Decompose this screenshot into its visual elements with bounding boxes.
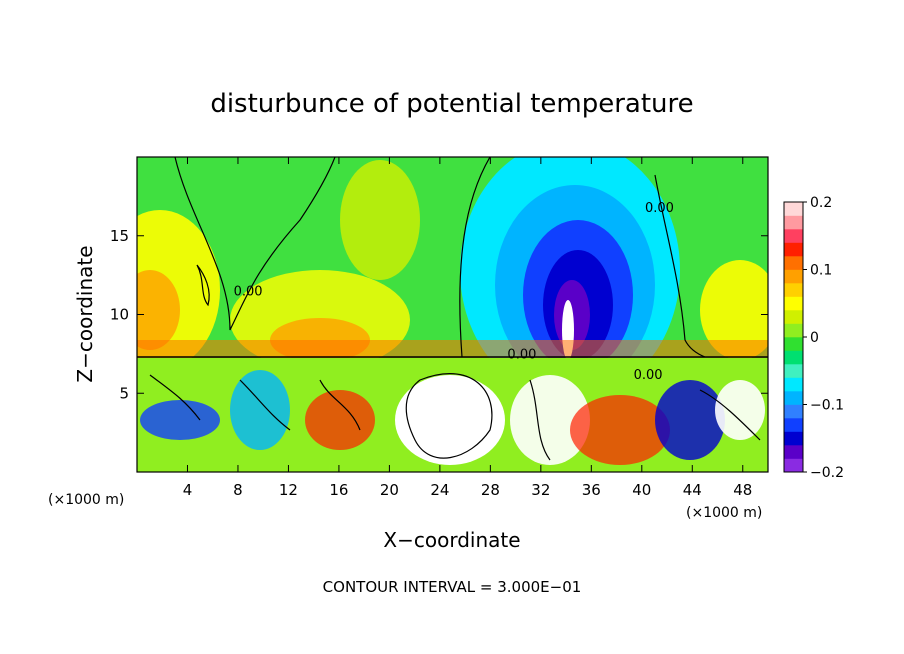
- contour-lines: [137, 157, 768, 461]
- chart-title: disturbunce of potential temperature: [210, 89, 693, 119]
- colorbar-cell: [784, 296, 803, 311]
- x-tick-label: 12: [279, 481, 298, 499]
- colorbar-cell: [784, 337, 803, 351]
- colorbar-cell: [784, 323, 803, 338]
- colorbar-cell: [784, 256, 803, 270]
- x-tick-label: 24: [430, 481, 449, 499]
- contour-label: 0.00: [634, 368, 663, 383]
- colorbar-cell: [784, 269, 803, 284]
- upper-field-layer: [137, 157, 768, 400]
- lower-field-layer: [137, 358, 768, 472]
- x-axis: 4 8 12 16 20 24 28 32 36 40 44 48: [183, 157, 752, 499]
- colorbar-cell: [784, 202, 803, 216]
- contour-labels: 0.00 0.00 0.00 0.00: [234, 201, 674, 383]
- x-tick-label: 8: [233, 481, 243, 499]
- plot-area: 0.00 0.00 0.00 0.00: [137, 157, 768, 472]
- x-tick-label: 36: [582, 481, 601, 499]
- colorbar-cell: [784, 391, 803, 405]
- colorbar-cell: [784, 418, 803, 432]
- x-tick-label: 32: [531, 481, 550, 499]
- x-tick-label: 48: [733, 481, 752, 499]
- x-tick-label: 28: [481, 481, 500, 499]
- colorbar-tick-label: −0.1: [810, 398, 844, 414]
- y-axis: 5 10 15: [110, 227, 768, 402]
- colorbar-cell: [784, 431, 803, 446]
- colorbar-tick-label: 0.2: [810, 195, 832, 211]
- colorbar-cell: [784, 458, 803, 473]
- y-tick-label: 10: [110, 306, 129, 324]
- contour-label: 0.00: [645, 201, 674, 216]
- colorbar: 0.2 0.1 0 −0.1 −0.2: [783, 195, 844, 481]
- colorbar-cell: [784, 350, 803, 365]
- x-tick-label: 16: [329, 481, 348, 499]
- colorbar-cell: [784, 404, 803, 419]
- x-unit-right: (×1000 m): [686, 505, 762, 521]
- y-tick-label: 15: [110, 227, 129, 245]
- colorbar-cell: [784, 283, 803, 297]
- colorbar-tick-label: 0: [810, 330, 819, 346]
- contour-label: 0.00: [234, 285, 263, 300]
- x-tick-label: 4: [183, 481, 193, 499]
- x-tick-label: 40: [632, 481, 651, 499]
- colorbar-tick-label: −0.2: [810, 465, 844, 481]
- y-axis-label: Z−coordinate: [73, 245, 97, 382]
- x-axis-label: X−coordinate: [383, 528, 520, 552]
- y-tick-label: 5: [119, 384, 129, 402]
- colorbar-cell: [784, 445, 803, 459]
- colorbar-cell: [784, 377, 803, 392]
- contour-label: 0.00: [507, 348, 536, 363]
- colorbar-cell: [784, 229, 803, 243]
- colorbar-cell: [784, 310, 803, 324]
- x-tick-label: 44: [683, 481, 702, 499]
- colorbar-tick-label: 0.1: [810, 263, 832, 279]
- x-unit-left: (×1000 m): [48, 492, 124, 508]
- colorbar-cell: [784, 242, 803, 257]
- x-tick-label: 20: [380, 481, 399, 499]
- colorbar-cell: [784, 215, 803, 230]
- colorbar-cell: [784, 364, 803, 378]
- contour-interval-note: CONTOUR INTERVAL = 3.000E−01: [323, 578, 582, 596]
